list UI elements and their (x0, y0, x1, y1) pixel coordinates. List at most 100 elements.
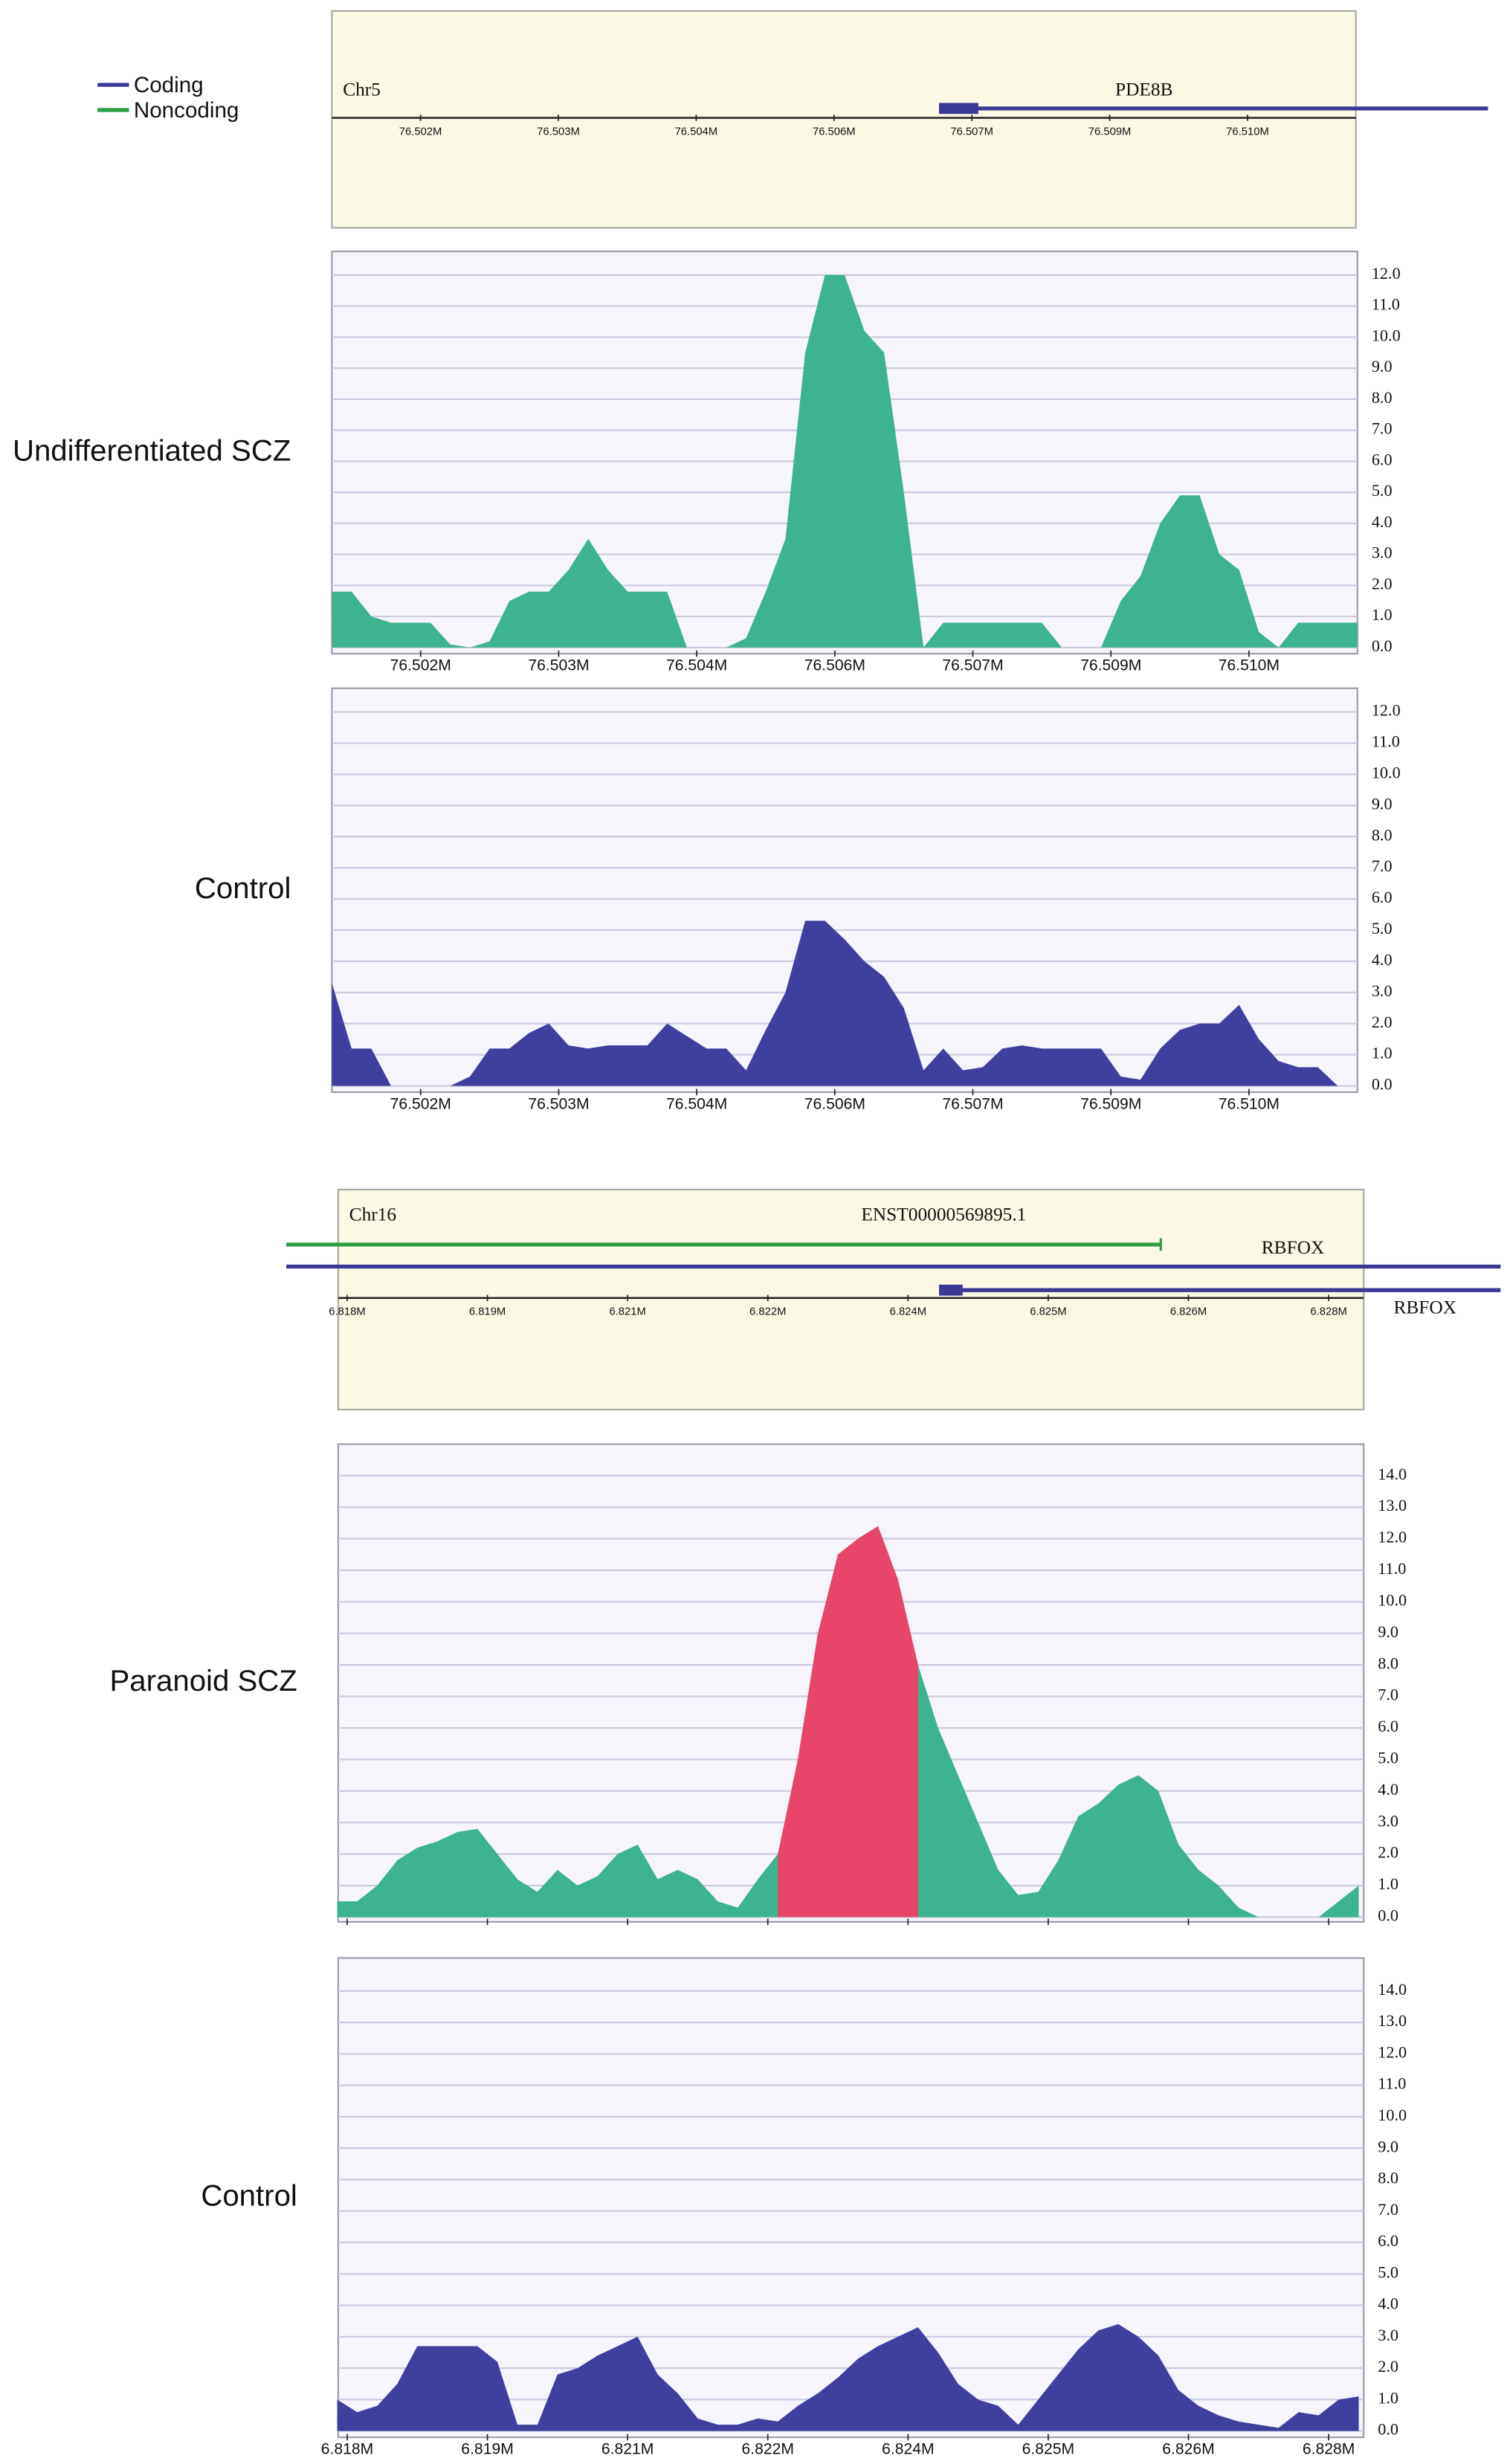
x-tick-label: 76.507M (950, 126, 993, 138)
y-tick-label: 4.0 (1378, 1780, 1398, 1799)
y-tick-label: 7.0 (1372, 419, 1393, 438)
x-tick-label: 76.509M (1080, 657, 1141, 674)
x-tick-label: 6.822M (749, 1306, 786, 1318)
y-tick-label: 12.0 (1378, 1528, 1407, 1547)
x-tick-label: 76.502M (399, 126, 442, 138)
y-tick-label: 8.0 (1372, 388, 1393, 407)
panel-title: Paranoid SCZ (110, 1664, 297, 1697)
x-tick-label: 76.503M (528, 657, 589, 674)
x-tick-label: 6.819M (469, 1306, 506, 1318)
y-tick-label: 9.0 (1378, 1622, 1398, 1641)
x-tick-label: 76.503M (537, 126, 580, 138)
x-tick-label: 76.502M (390, 657, 451, 674)
y-tick-label: 6.0 (1378, 2231, 1398, 2250)
y-tick-label: 1.0 (1378, 1874, 1398, 1893)
y-tick-label: 9.0 (1378, 2137, 1398, 2155)
plot-area (337, 1957, 1365, 2439)
gene-label: PDE8B (1115, 79, 1173, 100)
y-tick-label: 11.0 (1378, 2074, 1406, 2093)
x-tick-label: 6.818M (321, 2441, 374, 2458)
y-tick-label: 13.0 (1378, 2011, 1407, 2030)
track-panel (331, 10, 1357, 229)
y-tick-label: 7.0 (1372, 857, 1393, 875)
y-tick-label: 2.0 (1372, 574, 1393, 593)
y-tick-label: 4.0 (1378, 2294, 1398, 2313)
y-tick-label: 12.0 (1378, 2042, 1407, 2061)
x-tick-label: 6.826M (1162, 2441, 1215, 2458)
y-tick-label: 13.0 (1378, 1496, 1407, 1515)
x-tick-label: 6.818M (329, 1306, 365, 1318)
y-tick-label: 10.0 (1378, 2106, 1407, 2124)
gene-exon (939, 1284, 963, 1296)
x-tick-label: 76.510M (1219, 1095, 1280, 1112)
coverage-area (332, 274, 1358, 648)
y-tick-label: 4.0 (1372, 512, 1393, 531)
x-tick-label: 76.507M (942, 657, 1003, 674)
y-tick-label: 2.0 (1372, 1013, 1393, 1031)
y-tick-label: 3.0 (1378, 2326, 1398, 2344)
y-tick-label: 0.0 (1378, 1906, 1398, 1925)
y-tick-label: 3.0 (1372, 544, 1393, 562)
chromosome-label: Chr16 (349, 1204, 396, 1225)
x-tick-label: 6.824M (882, 2441, 935, 2458)
y-tick-label: 9.0 (1372, 357, 1393, 375)
y-tick-label: 10.0 (1372, 326, 1401, 344)
chromosome-label: Chr5 (343, 79, 381, 100)
x-tick-label: 6.824M (890, 1306, 926, 1318)
y-tick-label: 4.0 (1372, 950, 1393, 969)
x-tick-label: 76.510M (1226, 126, 1269, 138)
x-tick-label: 6.821M (601, 2441, 654, 2458)
y-tick-label: 14.0 (1378, 1980, 1407, 1999)
y-tick-label: 1.0 (1372, 605, 1393, 624)
x-tick-label: 6.822M (741, 2441, 794, 2458)
x-tick-label: 76.506M (804, 1095, 865, 1112)
coverage-area (332, 920, 1358, 1086)
y-tick-label: 2.0 (1378, 1843, 1398, 1862)
y-tick-label: 11.0 (1372, 295, 1400, 314)
x-tick-label: 76.504M (666, 1095, 727, 1112)
y-tick-label: 0.0 (1372, 636, 1393, 655)
x-tick-label: 76.503M (528, 1095, 589, 1112)
y-tick-label: 12.0 (1372, 264, 1401, 283)
x-tick-label: 76.507M (942, 1095, 1003, 1112)
y-tick-label: 12.0 (1372, 701, 1401, 720)
y-tick-label: 10.0 (1378, 1590, 1407, 1609)
x-tick-label: 6.825M (1022, 2441, 1075, 2458)
x-tick-label: 76.504M (675, 126, 718, 138)
x-tick-label: 76.504M (666, 657, 727, 674)
panel-title: Undifferentiated SCZ (13, 433, 291, 467)
y-tick-label: 8.0 (1378, 1654, 1398, 1672)
panel-title: Control (201, 2178, 297, 2212)
coverage-area (337, 2323, 1359, 2431)
x-tick-label: 6.819M (461, 2441, 514, 2458)
y-tick-label: 6.0 (1372, 450, 1393, 468)
x-tick-label: 76.509M (1080, 1095, 1141, 1112)
x-tick-label: 6.825M (1030, 1306, 1066, 1318)
y-tick-label: 8.0 (1372, 825, 1393, 844)
highlight-area (778, 1526, 918, 1918)
gene-exon (939, 103, 978, 115)
track-panel (337, 1188, 1365, 1410)
legend-label: Noncoding (134, 98, 239, 123)
y-tick-label: 8.0 (1378, 2169, 1398, 2187)
y-tick-label: 3.0 (1372, 981, 1393, 1000)
y-tick-label: 2.0 (1378, 2357, 1398, 2376)
y-tick-label: 10.0 (1372, 763, 1401, 781)
gene-label: ENST00000569895.1 (861, 1204, 1026, 1225)
y-tick-label: 3.0 (1378, 1811, 1398, 1830)
y-tick-label: 11.0 (1372, 732, 1400, 751)
y-tick-label: 0.0 (1378, 2420, 1398, 2439)
x-tick-label: 6.828M (1310, 1306, 1346, 1318)
gene-label: RBFOX (1393, 1297, 1456, 1318)
y-tick-label: 6.0 (1378, 1717, 1398, 1735)
y-tick-label: 6.0 (1372, 888, 1393, 906)
x-tick-label: 76.506M (804, 657, 865, 674)
y-tick-label: 5.0 (1372, 481, 1393, 500)
y-tick-label: 7.0 (1378, 2200, 1398, 2219)
x-tick-label: 76.509M (1088, 126, 1132, 138)
x-tick-label: 6.821M (609, 1306, 645, 1318)
y-tick-label: 9.0 (1372, 794, 1393, 813)
x-tick-label: 76.502M (390, 1095, 451, 1112)
